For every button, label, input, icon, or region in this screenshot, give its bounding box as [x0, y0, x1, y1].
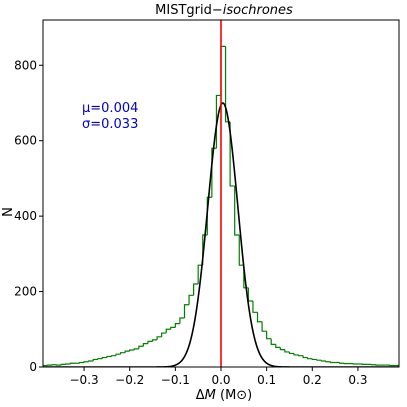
histogram-bin: [256, 312, 263, 323]
histogram-bin: [288, 351, 295, 355]
histogram-bin: [151, 339, 158, 342]
histogram-bin: [60, 363, 66, 366]
histogram-bin: [133, 348, 139, 351]
axes: −0.3 −0.2 −0.1 0.0 0.1 0.2 0.3 0 200 400 600 800: [14, 19, 400, 387]
histogram-bin: [293, 353, 299, 356]
histogram-bin: [179, 317, 185, 324]
histogram-bin: [101, 356, 107, 359]
mu-annotation: μ=0.004: [82, 101, 138, 116]
x-axis-label: ΔM (M⊙): [196, 388, 253, 403]
histogram-bin: [78, 361, 85, 364]
histogram-bin: [92, 358, 98, 361]
histogram-bin: [325, 360, 331, 363]
histogram-bin: [83, 361, 89, 363]
histogram-bin: [311, 358, 317, 361]
x-tick-label: −0.1: [161, 373, 190, 387]
histogram-bin: [124, 350, 130, 353]
histogram-bin: [316, 359, 322, 361]
x-tick-label: 0.2: [303, 373, 322, 387]
x-tick-label: 0.1: [257, 373, 276, 387]
x-tick-label: −0.3: [70, 373, 99, 387]
histogram-bin: [165, 328, 171, 334]
histogram-bin: [270, 338, 276, 345]
histogram-bin: [170, 326, 176, 330]
y-tick-label: 200: [14, 285, 37, 299]
histogram-bin: [88, 360, 94, 362]
sigma-annotation: σ=0.033: [82, 117, 138, 132]
histogram-bin: [339, 362, 345, 364]
y-tick-label: 400: [14, 209, 37, 223]
histogram-bin: [142, 343, 148, 347]
histogram-bin: [206, 196, 212, 235]
histogram-bin: [110, 355, 117, 357]
histogram-bin: [183, 304, 190, 318]
histogram-bin: [307, 357, 313, 360]
y-tick-label: 600: [14, 134, 37, 148]
histogram-bin: [284, 349, 290, 353]
histogram-bin: [229, 121, 235, 187]
histogram-bin: [329, 361, 336, 364]
y-tick-label: 800: [14, 58, 37, 72]
x-tick-label: 0.0: [211, 373, 230, 387]
histogram-bin: [193, 283, 199, 296]
histogram-bin: [129, 349, 135, 352]
histogram-bin: [302, 355, 308, 359]
histogram-bin: [261, 321, 267, 332]
histogram-bin: [188, 294, 194, 305]
histogram-bin: [174, 323, 180, 328]
histogram-bin: [138, 345, 144, 349]
histogram-bin: [161, 332, 167, 337]
histogram-bin: [106, 355, 112, 358]
histogram-bin: [238, 234, 244, 266]
plot-area: [43, 20, 399, 367]
histogram-bin: [297, 354, 304, 357]
histogram-bin: [119, 352, 126, 355]
y-axis-label: N: [1, 207, 16, 217]
x-tick-label: −0.2: [115, 373, 144, 387]
y-tick-label: 0: [29, 360, 37, 374]
histogram-bin: [320, 360, 326, 362]
histogram-bin: [156, 336, 162, 340]
x-tick-label: 0.3: [348, 373, 367, 387]
histogram-bin: [247, 287, 253, 302]
histogram-bin: [197, 264, 203, 285]
histogram-bin: [69, 362, 75, 364]
histogram-bin: [97, 358, 103, 360]
histogram-bin: [252, 300, 258, 313]
histogram-bin: [275, 344, 281, 348]
histogram-bin: [115, 353, 121, 356]
histogram-bin: [279, 347, 285, 351]
chart-title: MISTgrid−isochrones: [155, 3, 293, 18]
histogram-bin: [266, 331, 272, 340]
histogram-bin: [147, 340, 153, 344]
histogram-bin: [234, 185, 240, 236]
histogram-bin: [211, 147, 217, 198]
